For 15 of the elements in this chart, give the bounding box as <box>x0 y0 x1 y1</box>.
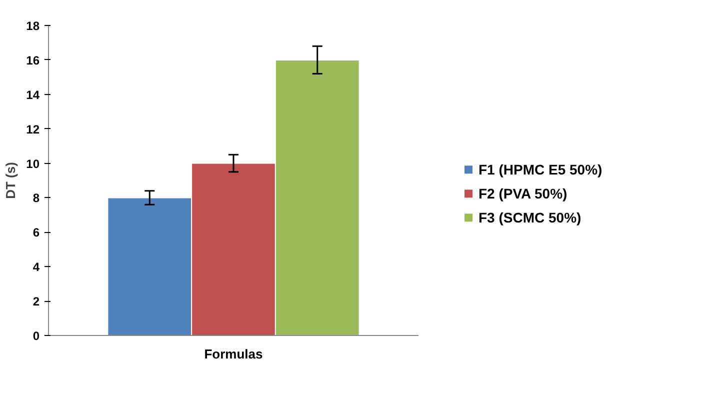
y-tick-label: 16 <box>26 53 40 68</box>
y-tick-label: 14 <box>26 88 40 102</box>
y-tick-label: 8 <box>32 191 40 206</box>
x-tick-label: Formulas <box>204 346 263 362</box>
y-tick-label: 12 <box>26 122 40 136</box>
y-tick-label: 4 <box>32 260 40 274</box>
y-tick-label: 0 <box>32 329 40 343</box>
y-tick-label: 2 <box>32 294 40 309</box>
y-tick-label: 10 <box>26 156 40 171</box>
legend-label: F1 (HPMC E5 50%) <box>478 162 602 178</box>
y-tick-label: 18 <box>26 19 40 33</box>
legend-label: F2 (PVA 50%) <box>478 186 568 202</box>
y-axis-title: DT (s) <box>3 162 18 199</box>
legend-label: F3 (SCMC 50%) <box>478 210 582 226</box>
y-tick-label: 6 <box>32 226 40 240</box>
